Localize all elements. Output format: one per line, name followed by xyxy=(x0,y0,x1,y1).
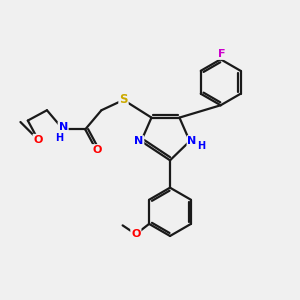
Text: F: F xyxy=(218,49,225,59)
Text: H: H xyxy=(56,133,64,142)
Text: O: O xyxy=(92,145,102,155)
Text: O: O xyxy=(131,229,141,238)
Text: N: N xyxy=(134,136,143,146)
Text: H: H xyxy=(197,142,205,152)
Text: N: N xyxy=(58,122,68,132)
Text: N: N xyxy=(188,136,197,146)
Text: O: O xyxy=(33,135,43,145)
Text: S: S xyxy=(119,93,128,106)
